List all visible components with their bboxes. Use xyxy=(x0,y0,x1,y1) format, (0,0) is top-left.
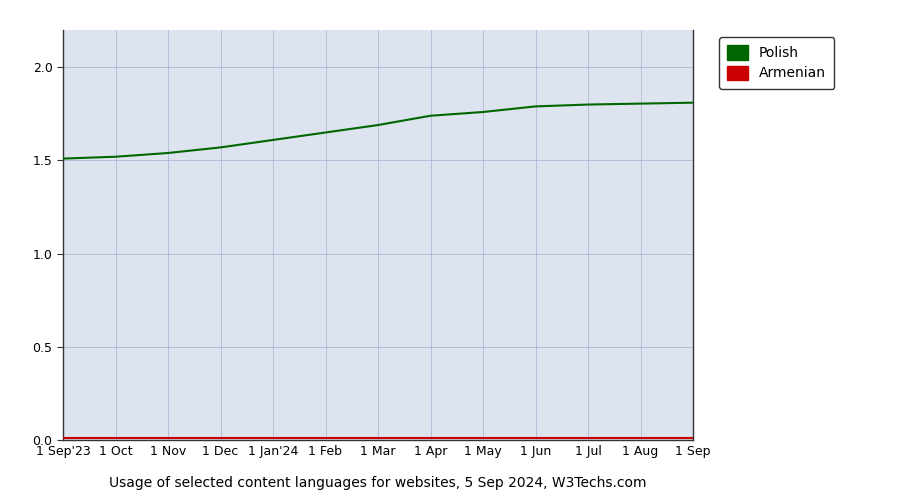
Text: Usage of selected content languages for websites, 5 Sep 2024, W3Techs.com: Usage of selected content languages for … xyxy=(109,476,647,490)
Legend: Polish, Armenian: Polish, Armenian xyxy=(719,37,834,89)
